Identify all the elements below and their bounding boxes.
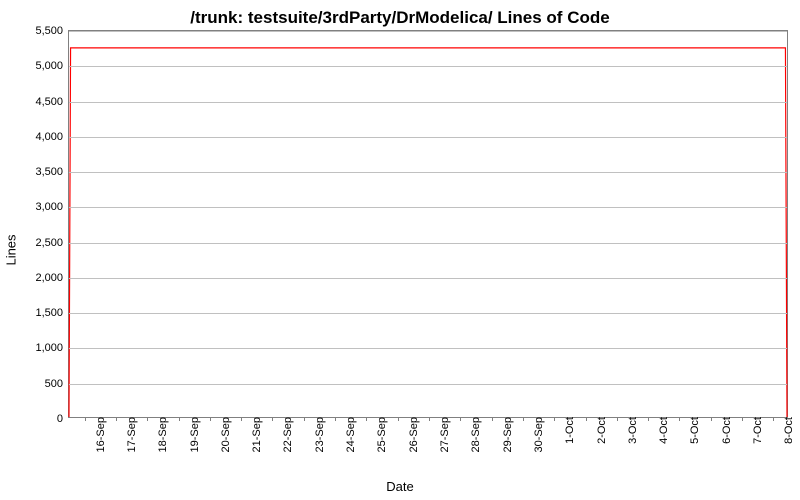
x-tick xyxy=(366,417,367,421)
x-tick xyxy=(429,417,430,421)
gridline xyxy=(69,31,787,32)
gridline xyxy=(69,243,787,244)
gridline xyxy=(69,102,787,103)
x-tick-label: 29-Sep xyxy=(496,417,514,452)
x-tick xyxy=(523,417,524,421)
y-tick-label: 2,500 xyxy=(35,237,69,249)
x-tick-label: 8-Oct xyxy=(777,417,795,444)
gridline xyxy=(69,172,787,173)
y-tick-label: 4,500 xyxy=(35,96,69,108)
x-tick xyxy=(335,417,336,421)
y-tick-label: 0 xyxy=(57,413,69,425)
x-tick xyxy=(742,417,743,421)
x-tick-label: 1-Oct xyxy=(558,417,576,444)
y-tick-label: 1,000 xyxy=(35,342,69,354)
x-axis-label: Date xyxy=(0,479,800,494)
x-tick xyxy=(617,417,618,421)
x-tick xyxy=(85,417,86,421)
y-tick-label: 3,500 xyxy=(35,166,69,178)
x-tick-label: 19-Sep xyxy=(183,417,201,452)
y-tick-label: 5,500 xyxy=(35,25,69,37)
plot-area: 05001,0001,5002,0002,5003,0003,5004,0004… xyxy=(68,30,788,418)
x-tick xyxy=(460,417,461,421)
x-tick xyxy=(304,417,305,421)
gridline xyxy=(69,207,787,208)
gridline xyxy=(69,66,787,67)
x-tick xyxy=(554,417,555,421)
gridline xyxy=(69,137,787,138)
x-tick xyxy=(492,417,493,421)
y-tick-label: 3,000 xyxy=(35,201,69,213)
x-tick-label: 18-Sep xyxy=(151,417,169,452)
x-tick-label: 16-Sep xyxy=(89,417,107,452)
x-tick xyxy=(648,417,649,421)
x-tick-label: 27-Sep xyxy=(433,417,451,452)
y-tick-label: 4,000 xyxy=(35,131,69,143)
x-tick-label: 28-Sep xyxy=(464,417,482,452)
y-tick-label: 1,500 xyxy=(35,307,69,319)
x-tick-label: 20-Sep xyxy=(214,417,232,452)
x-tick-label: 26-Sep xyxy=(402,417,420,452)
loc-chart: /trunk: testsuite/3rdParty/DrModelica/ L… xyxy=(0,0,800,500)
x-tick-label: 23-Sep xyxy=(308,417,326,452)
x-tick xyxy=(398,417,399,421)
y-tick-label: 2,000 xyxy=(35,272,69,284)
gridline xyxy=(69,278,787,279)
x-tick-label: 3-Oct xyxy=(621,417,639,444)
y-tick-label: 500 xyxy=(45,378,69,390)
x-tick-label: 30-Sep xyxy=(527,417,545,452)
y-tick-label: 5,000 xyxy=(35,60,69,72)
x-tick-label: 22-Sep xyxy=(276,417,294,452)
x-tick xyxy=(179,417,180,421)
x-tick xyxy=(711,417,712,421)
x-tick-label: 5-Oct xyxy=(683,417,701,444)
x-tick-label: 6-Oct xyxy=(715,417,733,444)
gridline xyxy=(69,313,787,314)
x-tick xyxy=(679,417,680,421)
x-tick-label: 21-Sep xyxy=(245,417,263,452)
series-line xyxy=(69,48,787,417)
x-tick xyxy=(210,417,211,421)
x-tick xyxy=(147,417,148,421)
data-line xyxy=(69,31,787,417)
gridline xyxy=(69,348,787,349)
x-tick-label: 17-Sep xyxy=(120,417,138,452)
x-tick-label: 2-Oct xyxy=(590,417,608,444)
y-axis-label: Lines xyxy=(4,234,19,265)
x-tick xyxy=(272,417,273,421)
x-tick xyxy=(241,417,242,421)
x-tick-label: 25-Sep xyxy=(370,417,388,452)
chart-title: /trunk: testsuite/3rdParty/DrModelica/ L… xyxy=(0,8,800,28)
x-tick xyxy=(773,417,774,421)
gridline xyxy=(69,384,787,385)
x-tick-label: 7-Oct xyxy=(746,417,764,444)
x-tick-label: 24-Sep xyxy=(339,417,357,452)
x-tick xyxy=(116,417,117,421)
x-tick xyxy=(586,417,587,421)
x-tick-label: 4-Oct xyxy=(652,417,670,444)
